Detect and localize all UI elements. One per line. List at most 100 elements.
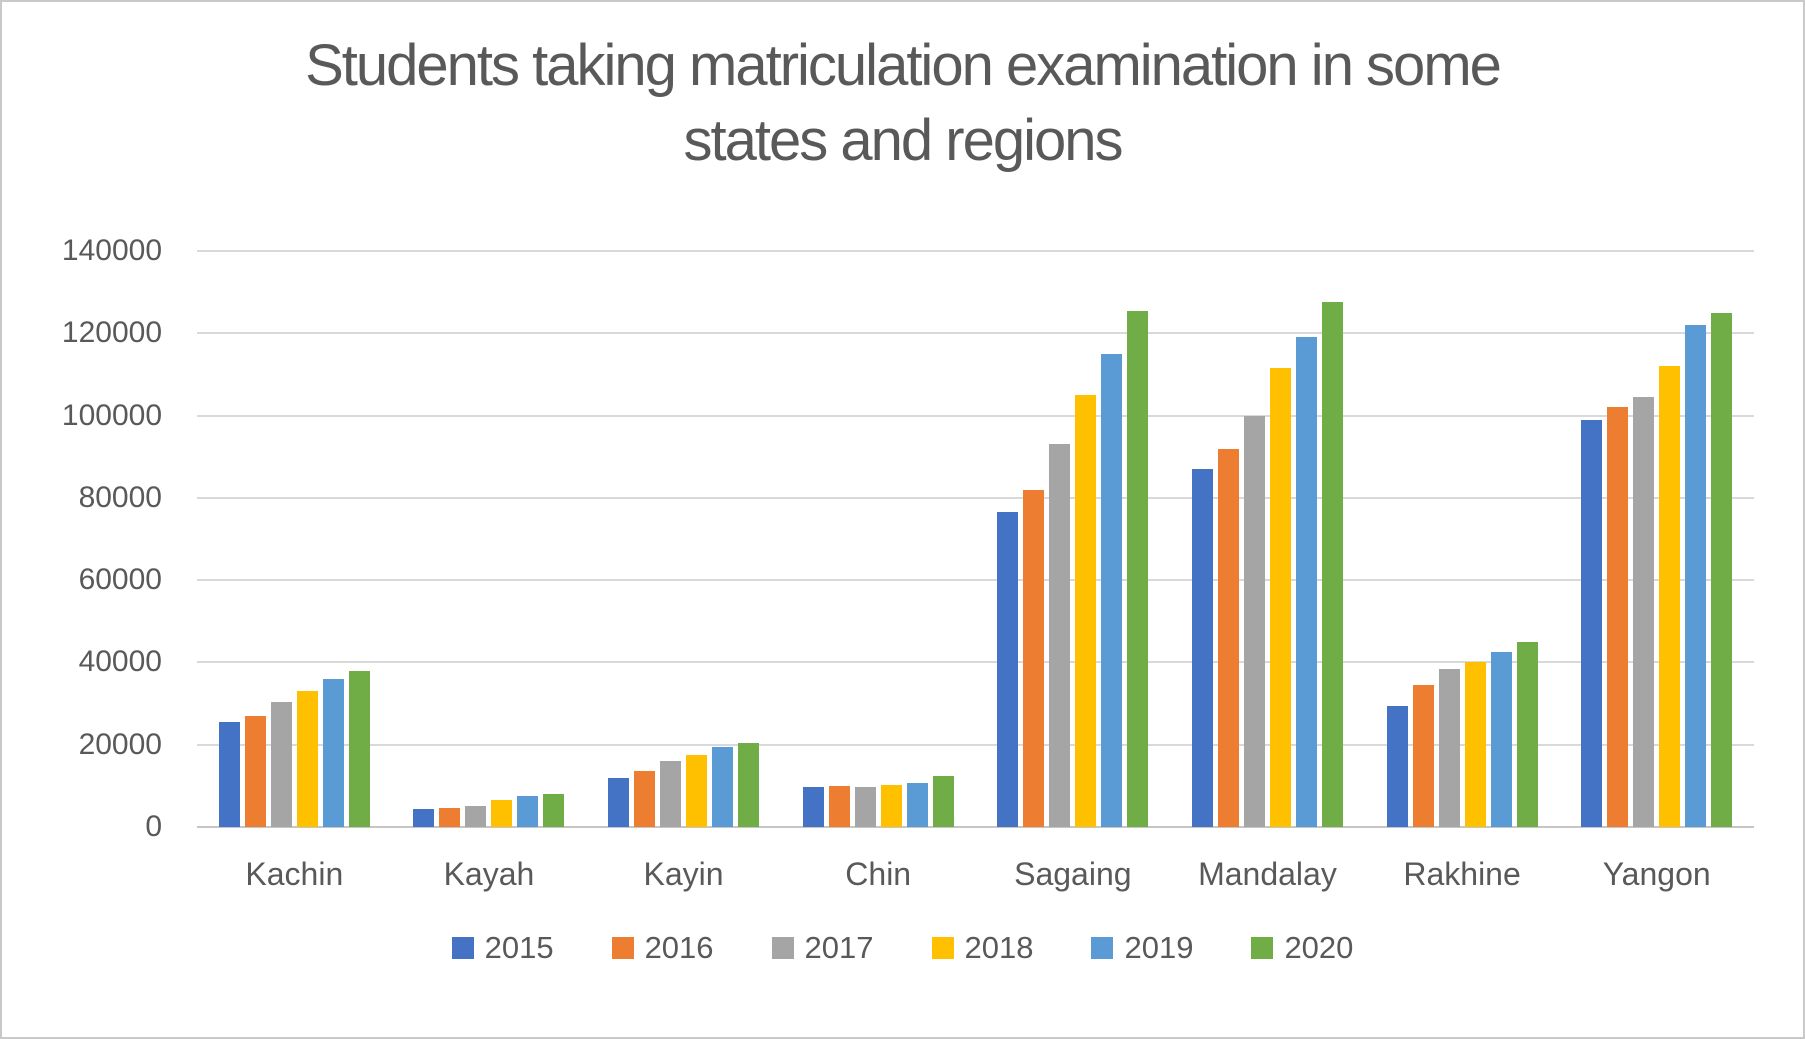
x-tick-label-sagaing: Sagaing	[1014, 856, 1132, 892]
legend-swatch-2019	[1091, 937, 1114, 959]
legend-label-2016: 2016	[644, 930, 714, 965]
x-tick-label-kayah: Kayah	[443, 856, 535, 892]
bar-2019-kayah	[517, 796, 539, 827]
bar-2017-kayah	[465, 806, 487, 827]
gridline-20000	[197, 743, 1754, 746]
chart-title-line-1: Students taking matriculation examinatio…	[305, 33, 1502, 98]
chart-title-line-2: states and regions	[683, 108, 1124, 173]
gridline-140000	[197, 250, 1754, 252]
bar-2015-kayah	[413, 809, 435, 827]
legend: 2015 2016 2017 2018 2019 2020	[2, 930, 1803, 966]
legend-label-2015: 2015	[484, 930, 554, 965]
gridline-40000	[197, 661, 1754, 664]
bar-2020-rakhine	[1516, 641, 1538, 827]
legend-swatch-2015	[451, 937, 474, 959]
chart-title: Students taking matriculation examinatio…	[2, 28, 1803, 178]
gridline-80000	[197, 496, 1754, 499]
bar-2019-sagaing	[1101, 353, 1123, 827]
bar-2016-kayah	[439, 808, 461, 827]
bar-2019-rakhine	[1490, 652, 1512, 827]
bar-2016-kayin	[634, 771, 656, 827]
bar-2018-rakhine	[1464, 662, 1486, 827]
y-tick-label-80000: 80000	[78, 480, 162, 514]
legend-swatch-2017	[771, 937, 794, 959]
bar-2018-sagaing	[1075, 395, 1097, 827]
x-axis: Kachin Kayah Kayin Chin Sagaing Mandalay Rakhi…	[197, 856, 1754, 893]
bar-group-yangon	[1559, 251, 1754, 827]
legend-label-2017: 2017	[804, 930, 874, 965]
bar-2018-mandalay	[1269, 368, 1291, 827]
legend-swatch-2020	[1251, 937, 1274, 959]
bar-2019-kachin	[322, 678, 344, 827]
y-tick-label-40000: 40000	[78, 645, 162, 679]
bar-group-sagaing	[976, 251, 1171, 827]
gridline-60000	[197, 579, 1754, 582]
bar-2020-kayin	[738, 742, 760, 827]
bar-2016-mandalay	[1217, 448, 1239, 827]
x-tick-label-chin: Chin	[845, 856, 912, 892]
bar-2017-kayin	[660, 761, 682, 827]
y-axis: 0 20000 40000 60000 80000 100000 120000 140000	[2, 234, 162, 843]
bar-2016-chin	[828, 786, 850, 827]
x-tick-label-rakhine: Rakhine	[1403, 856, 1521, 892]
bar-group-rakhine	[1365, 251, 1560, 827]
legend-swatch-2016	[611, 937, 634, 959]
y-tick-label-0: 0	[145, 810, 162, 843]
legend-item-2017: 2017	[771, 930, 874, 966]
bar-2018-kayah	[491, 800, 513, 827]
bar-2015-sagaing	[997, 512, 1019, 827]
legend-item-2015: 2015	[451, 930, 554, 966]
bar-group-mandalay	[1170, 251, 1365, 827]
x-tick-label-yangon: Yangon	[1602, 856, 1711, 892]
bar-2020-yangon	[1711, 312, 1733, 827]
bar-group-kayin	[586, 251, 781, 827]
bar-2016-kachin	[244, 715, 266, 827]
y-tick-label-60000: 60000	[78, 563, 162, 597]
y-tick-label-120000: 120000	[61, 316, 162, 350]
bar-2018-kachin	[296, 691, 318, 827]
bar-2016-sagaing	[1023, 489, 1045, 827]
bar-2015-kayin	[608, 777, 630, 827]
bar-2018-chin	[880, 785, 902, 827]
bar-2017-sagaing	[1049, 444, 1071, 827]
bar-2017-mandalay	[1243, 415, 1265, 827]
legend-label-2018: 2018	[964, 930, 1034, 965]
bar-2018-kayin	[686, 755, 708, 827]
bar-group-kayah	[392, 251, 587, 827]
gridline-100000	[197, 414, 1754, 417]
bar-group-kachin	[197, 251, 392, 827]
legend-label-2019: 2019	[1124, 930, 1194, 965]
bar-2015-rakhine	[1386, 705, 1408, 827]
y-tick-label-140000: 140000	[61, 234, 162, 267]
y-tick-label-20000: 20000	[78, 727, 162, 761]
bar-2019-mandalay	[1295, 337, 1317, 827]
x-tick-label-kachin: Kachin	[245, 856, 344, 892]
plot-area	[197, 250, 1754, 828]
bar-2019-kayin	[712, 746, 734, 827]
bar-2016-yangon	[1607, 407, 1629, 827]
bar-2015-kachin	[218, 722, 240, 827]
legend-item-2019: 2019	[1091, 930, 1193, 966]
legend-item-2016: 2016	[611, 930, 714, 966]
bar-2020-sagaing	[1127, 310, 1149, 827]
legend-item-2018: 2018	[931, 930, 1034, 966]
legend-label-2020: 2020	[1284, 930, 1354, 965]
bar-2016-rakhine	[1412, 685, 1434, 827]
bar-2015-yangon	[1581, 419, 1603, 827]
x-tick-label-kayin: Kayin	[643, 856, 724, 892]
bar-2020-kayah	[543, 794, 565, 827]
bar-2020-chin	[932, 775, 954, 827]
bar-2018-yangon	[1659, 366, 1681, 827]
bar-2017-kachin	[270, 702, 292, 827]
bar-group-chin	[781, 251, 976, 827]
bar-2017-chin	[854, 787, 876, 827]
bar-2019-chin	[906, 782, 928, 827]
bar-groups	[197, 251, 1754, 827]
bar-2017-rakhine	[1438, 668, 1460, 827]
bar-2015-chin	[802, 787, 824, 827]
bar-2017-yangon	[1633, 397, 1655, 827]
legend-item-2020: 2020	[1251, 930, 1353, 966]
legend-swatch-2018	[931, 937, 954, 959]
bar-2019-yangon	[1685, 325, 1707, 827]
